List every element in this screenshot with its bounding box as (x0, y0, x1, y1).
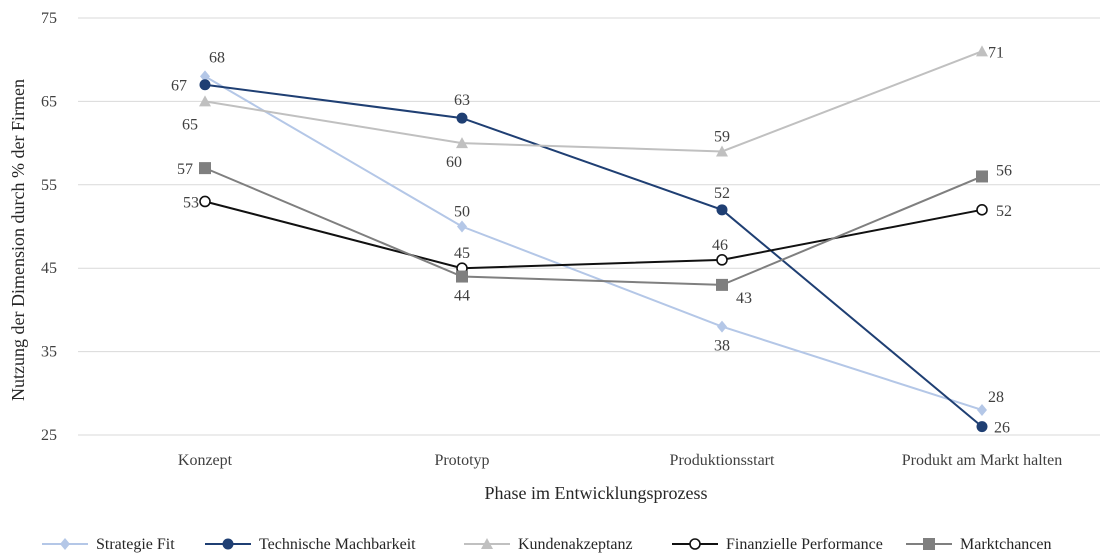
data-label: 67 (171, 78, 187, 95)
square-marker (976, 170, 988, 183)
y-tick-label: 65 (41, 93, 57, 110)
series-line (204, 200, 983, 270)
data-label: 44 (454, 288, 470, 305)
data-label: 65 (182, 116, 198, 133)
series-strategie-fit (200, 70, 987, 416)
y-tick-label: 25 (41, 427, 57, 444)
square-marker (199, 162, 211, 175)
data-label: 38 (714, 338, 730, 355)
circle-marker (456, 112, 468, 124)
legend: Strategie Fit Technische Machbarkeit Kunde… (42, 536, 1052, 553)
legend-label: Technische Machbarkeit (259, 536, 416, 553)
x-tick-label: Produktionsstart (670, 452, 775, 469)
x-tick-label: Produkt am Markt halten (902, 452, 1062, 469)
legend-item: Strategie Fit (42, 536, 175, 553)
gridlines (78, 17, 1100, 436)
y-axis-title: Nutzung der Dimension durch % der Firmen (8, 79, 28, 401)
diamond-marker (60, 538, 70, 550)
square-marker (923, 538, 935, 550)
legend-label: Kundenakzeptanz (518, 536, 633, 553)
circle-marker (222, 538, 234, 550)
data-label: 52 (714, 185, 730, 202)
open-circle-marker (716, 254, 728, 266)
data-label: 57 (177, 161, 193, 178)
triangle-marker (481, 538, 493, 549)
square-marker (456, 270, 468, 283)
diamond-marker (200, 70, 210, 83)
data-label: 63 (454, 92, 470, 109)
legend-label: Finanzielle Performance (726, 536, 883, 553)
y-axis-ticks: 25 35 45 55 65 75 (41, 10, 57, 444)
data-labels: 68 50 38 28 67 63 52 26 65 60 59 71 53 45 46 52 57 44 43 56 (171, 44, 1012, 436)
data-label: 50 (454, 204, 470, 221)
data-label: 45 (454, 245, 470, 262)
data-label: 71 (988, 44, 1004, 61)
x-tick-label: Prototyp (434, 452, 489, 469)
series-line (204, 75, 983, 411)
open-circle-marker (976, 204, 988, 216)
series-layer (199, 45, 988, 433)
square-marker (716, 278, 728, 291)
triangle-marker (976, 45, 988, 57)
series-finanzielle-performance (199, 195, 988, 275)
data-label: 59 (714, 128, 730, 145)
legend-item: Finanzielle Performance (672, 536, 883, 553)
series-marktchancen (199, 162, 988, 291)
legend-label: Strategie Fit (96, 536, 175, 553)
circle-marker (976, 421, 988, 433)
data-label: 60 (446, 154, 462, 171)
y-tick-label: 75 (41, 10, 57, 27)
y-tick-label: 55 (41, 177, 57, 194)
series-line (204, 50, 983, 153)
y-tick-label: 35 (41, 344, 57, 361)
triangle-marker (456, 137, 468, 149)
data-label: 68 (209, 49, 225, 66)
y-tick-label: 45 (41, 260, 57, 277)
x-tick-label: Konzept (178, 452, 233, 469)
legend-label: Marktchancen (960, 536, 1052, 553)
legend-item: Marktchancen (906, 536, 1052, 553)
data-label: 46 (712, 237, 728, 254)
open-circle-marker (199, 195, 211, 208)
diamond-marker (457, 220, 467, 233)
x-axis-title: Phase im Entwicklungsprozess (485, 483, 708, 503)
series-line (204, 167, 983, 286)
series-technische-machbarkeit (199, 79, 988, 433)
data-label: 56 (996, 162, 1012, 179)
diamond-marker (717, 320, 727, 333)
triangle-marker (716, 145, 728, 157)
data-label: 28 (988, 389, 1004, 406)
x-axis-ticks: Konzept Prototyp Produktionsstart Produkt a… (178, 452, 1062, 469)
data-label: 26 (994, 420, 1010, 437)
data-label: 43 (736, 290, 752, 307)
circle-marker (199, 79, 211, 91)
diamond-marker (977, 403, 987, 416)
data-label: 53 (183, 194, 199, 211)
circle-marker (716, 204, 728, 216)
triangle-marker (199, 95, 211, 107)
open-circle-marker (689, 538, 701, 550)
legend-item: Technische Machbarkeit (205, 536, 416, 553)
series-kundenakzeptanz (199, 45, 988, 157)
legend-item: Kundenakzeptanz (464, 536, 633, 553)
data-label: 52 (996, 203, 1012, 220)
series-line (204, 83, 983, 428)
